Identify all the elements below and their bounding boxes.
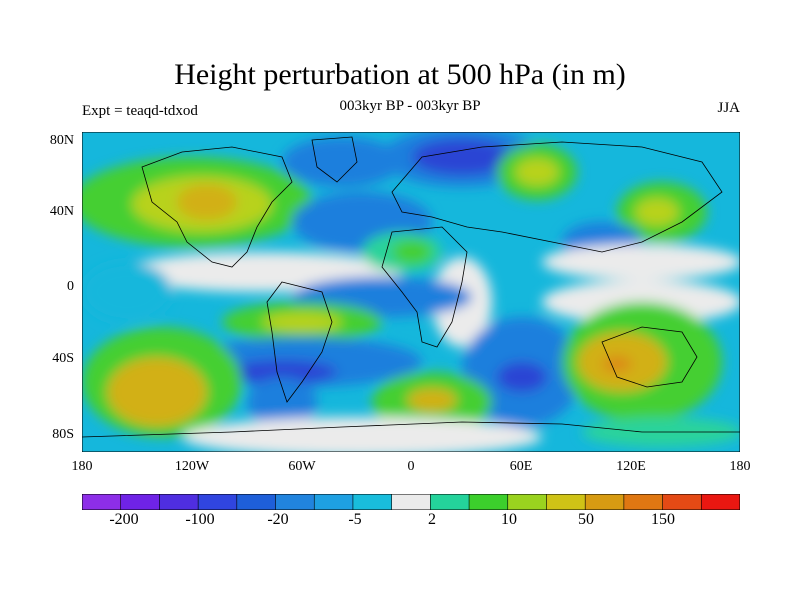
colorbar-segment	[546, 494, 586, 510]
lon-label-0: 0	[407, 459, 415, 474]
colorbar-segment	[352, 494, 393, 510]
colorbar-segment	[507, 494, 548, 510]
colorbar-segment	[120, 494, 161, 510]
colorbar-segment	[391, 494, 431, 510]
colorbar-segment	[313, 494, 354, 510]
colorbar-segment	[662, 494, 702, 510]
lat-label-0: 0	[67, 279, 74, 294]
coastlines	[82, 136, 740, 438]
colorbar-segment	[236, 494, 277, 510]
chart-subtitle: 003kyr BP - 003kyr BP	[339, 98, 481, 114]
lat-label-80s: 80S	[52, 427, 74, 442]
colorbar-segment	[197, 494, 238, 510]
colorbar-segments	[82, 494, 740, 510]
lat-label-40n: 40N	[49, 204, 74, 219]
contour-map	[82, 132, 740, 452]
lat-label-40s: 40S	[52, 351, 74, 366]
lon-label-60w: 60W	[288, 459, 316, 474]
lat-label-80n: 80N	[49, 133, 74, 148]
lon-label-180e: 180	[729, 459, 751, 474]
colorbar-segment	[159, 494, 199, 510]
lon-label-120e: 120E	[616, 459, 646, 474]
colorbar-label: -5	[348, 511, 362, 528]
colorbar-segment	[430, 494, 470, 510]
colorbar-label: -200	[109, 511, 139, 528]
colorbar-segment	[584, 494, 625, 510]
lon-label-120w: 120W	[174, 459, 210, 474]
colorbar-label: 2	[428, 511, 436, 528]
colorbar-segment	[700, 494, 740, 510]
colorbar-label: 50	[578, 511, 594, 528]
colorbar-segment	[82, 494, 122, 510]
lon-label-60e: 60E	[509, 459, 533, 474]
colorbar-label: -100	[185, 511, 215, 528]
colorbar-segment	[623, 494, 664, 510]
colorbar-label: 10	[501, 511, 517, 528]
lon-label-180w: 180	[71, 459, 93, 474]
colorbar-segment	[275, 494, 315, 510]
colorbar-segment	[468, 494, 509, 510]
experiment-label: Expt = teaqd-tdxod	[82, 103, 198, 119]
contour-fields	[82, 132, 740, 452]
chart-title: Height perturbation at 500 hPa (in m)	[174, 58, 626, 91]
colorbar-label: 150	[651, 511, 675, 528]
colorbar	[82, 494, 740, 510]
season-label: JJA	[717, 100, 740, 116]
colorbar-label: -20	[267, 511, 289, 528]
